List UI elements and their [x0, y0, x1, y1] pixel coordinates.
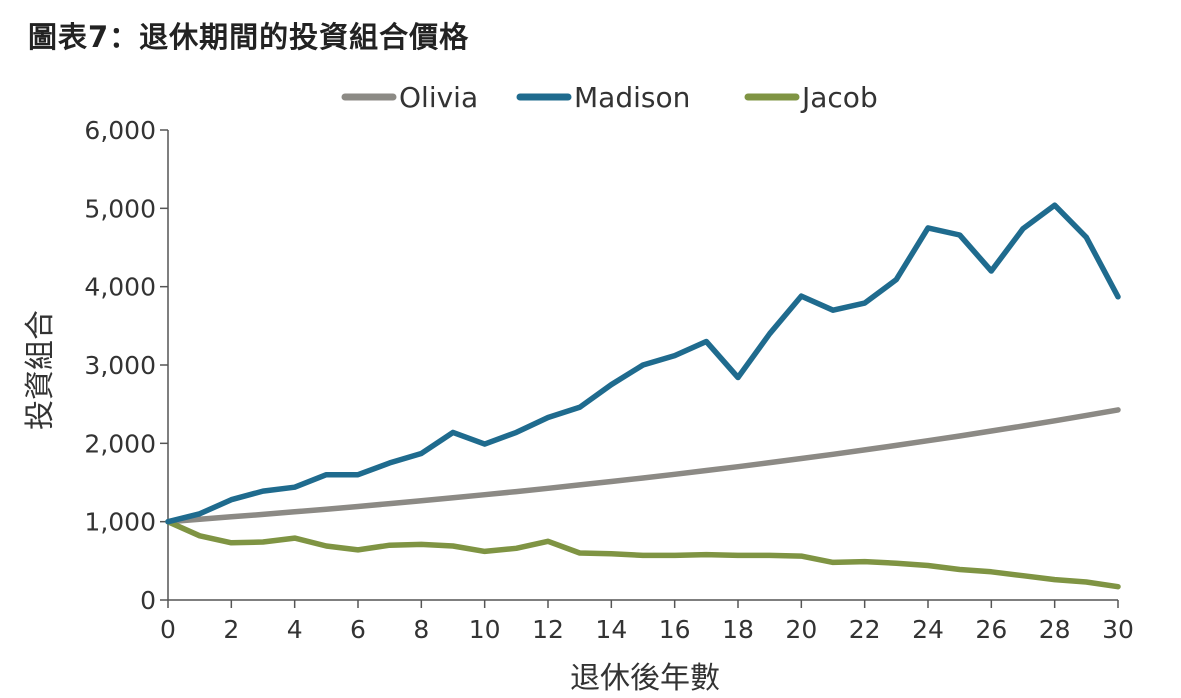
- legend-label-jacob: Jacob: [800, 81, 878, 114]
- x-tick-label: 0: [160, 615, 176, 644]
- x-tick-label: 26: [975, 615, 1007, 644]
- y-tick-label: 2,000: [84, 429, 156, 458]
- x-tick-label: 12: [532, 615, 564, 644]
- legend: Olivia Madison Jacob: [341, 81, 878, 114]
- chart-title: 圖表7：退休期間的投資組合價格: [28, 20, 470, 54]
- x-tick-label: 14: [595, 615, 627, 644]
- y-axis-label: 投資組合: [23, 310, 58, 430]
- x-tick-label: 10: [469, 615, 501, 644]
- x-tick-label: 30: [1102, 615, 1134, 644]
- x-tick-label: 4: [287, 615, 303, 644]
- x-tick-label: 24: [912, 615, 944, 644]
- x-tick-label: 6: [350, 615, 366, 644]
- legend-label-olivia: Olivia: [399, 81, 478, 114]
- x-tick-label: 16: [659, 615, 691, 644]
- y-tick-label: 0: [140, 586, 156, 615]
- series-line-olivia: [165, 407, 1121, 525]
- y-tick-label: 5,000: [84, 194, 156, 223]
- x-tick-label: 2: [223, 615, 239, 644]
- series-lines: [165, 202, 1121, 590]
- x-tick-label: 20: [785, 615, 817, 644]
- x-axis-label: 退休後年數: [570, 661, 720, 696]
- series-line-jacob: [165, 518, 1121, 590]
- y-tick-label: 1,000: [84, 508, 156, 537]
- x-tick-label: 28: [1039, 615, 1071, 644]
- y-tick-label: 6,000: [84, 116, 156, 145]
- x-tick-label: 8: [413, 615, 429, 644]
- series-line-madison: [165, 202, 1121, 525]
- legend-label-madison: Madison: [574, 81, 690, 114]
- y-tick-label: 3,000: [84, 351, 156, 380]
- x-tick-label: 22: [849, 615, 881, 644]
- y-tick-label: 4,000: [84, 273, 156, 302]
- x-tick-label: 18: [722, 615, 754, 644]
